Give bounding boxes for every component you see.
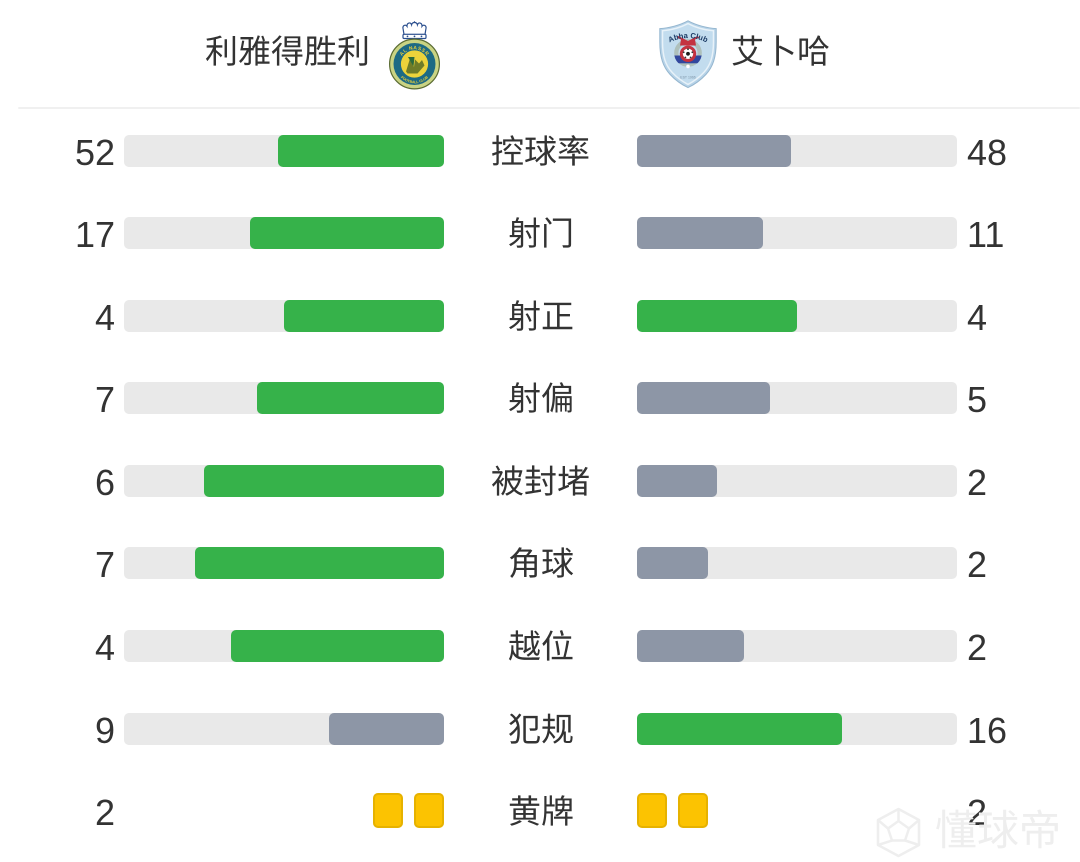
svg-text:EST 1966: EST 1966	[680, 76, 696, 80]
